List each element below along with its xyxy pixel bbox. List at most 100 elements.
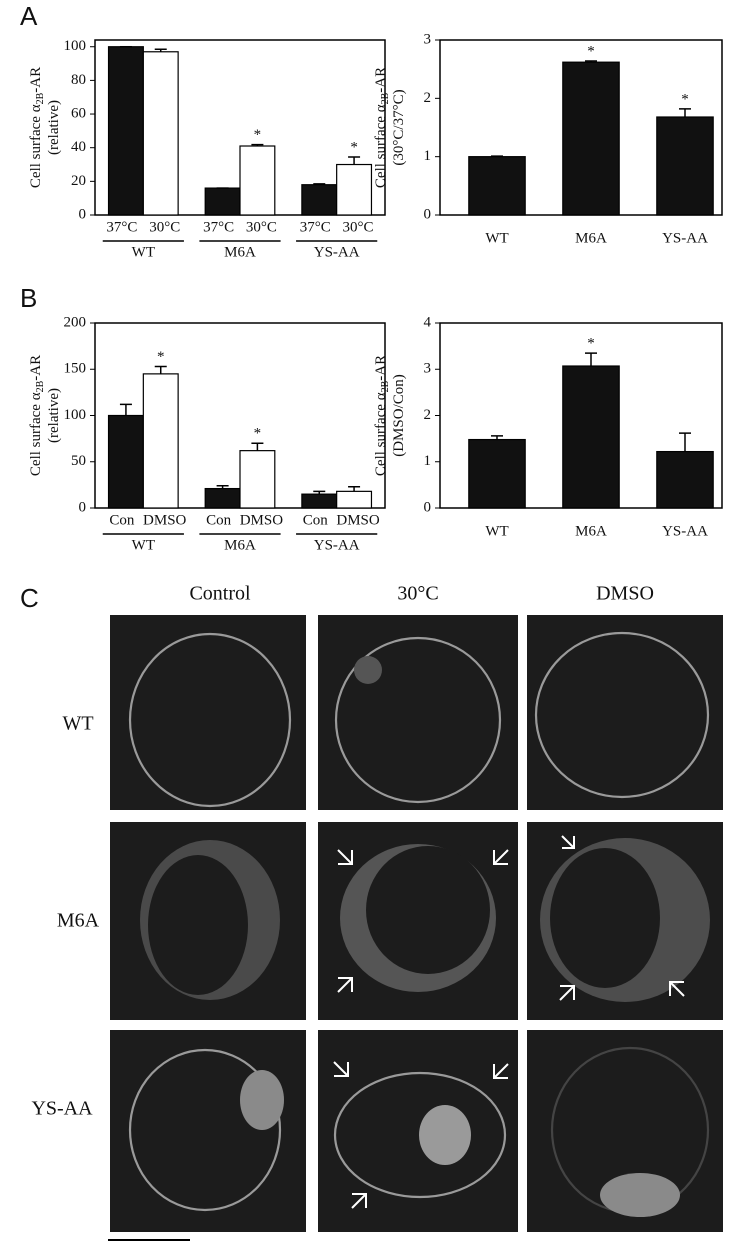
y-tick-label: 3 [424,361,432,377]
y-tick-label: 80 [71,72,86,88]
micrograph [110,615,306,810]
error-bar [679,108,691,117]
row-label: WT [62,713,93,735]
cell-spot [240,1070,284,1130]
y-tick-label: 0 [79,499,87,515]
y-axis-label-part: Cell surface α [28,104,44,188]
y-axis-label: Cell surface α2B-AR [28,355,46,476]
panel-letter: A [20,1,38,31]
y-tick-label: 100 [64,38,87,54]
error-bar [154,48,167,52]
y-axis-label-sub: 2B [35,92,46,104]
error-bar [313,490,326,495]
x-tick-label: M6A [575,523,607,539]
micrographs [110,615,723,1232]
cell-outline [128,632,292,808]
x-tick-label: YS-AA [662,523,708,539]
y-axis-label-sub: 2B [380,92,391,104]
x-tick-label: 37°C [106,219,137,235]
error-bar [585,352,597,367]
error-bar [585,60,597,63]
bar [142,373,179,509]
arrow [333,1061,349,1077]
x-tick-label: WT [485,523,508,539]
cell-nucleus [550,848,660,988]
arrow [561,835,575,849]
row-label: YS-AA [31,1098,93,1120]
y-tick-label: 40 [71,139,86,155]
cell-outline [334,636,502,804]
y-axis-label: (relative) [46,100,62,155]
arrow [493,1063,509,1079]
y-axis-label: (30°C/37°C) [391,89,407,165]
y-axis-label-part: (relative) [46,100,62,155]
error-bar [491,435,503,440]
x-tick-label: DMSO [143,512,187,528]
significance-marker: * [157,349,165,365]
y-axis-label: Cell surface α2B-AR [373,67,391,188]
y-axis-label-part: (30°C/37°C) [391,89,407,165]
y-tick-label: 2 [424,407,432,423]
y-tick-label: 4 [424,314,432,330]
bar [204,187,241,216]
error-bar [679,432,691,452]
y-axis-label-part: Cell surface α [28,392,44,476]
x-tick-label: 37°C [203,219,234,235]
x-tick-label: 30°C [246,219,277,235]
bar [107,414,144,509]
group-label: M6A [224,244,256,260]
group-label: WT [132,244,155,260]
panel-letter: B [20,283,37,313]
row-label: M6A [57,910,100,932]
y-tick-label: 60 [71,105,86,121]
micrograph [527,615,723,810]
x-tick-label: DMSO [336,512,380,528]
y-axis-label-part: -AR [28,67,44,93]
bar [562,365,620,509]
y-axis-label-sub: 2B [380,380,391,392]
y-tick-label: 0 [79,206,87,222]
error-bar [491,155,503,157]
error-bar [348,485,361,492]
x-tick-label: Con [109,512,135,528]
panel-letter: C [20,583,39,613]
x-tick-label: 30°C [343,219,374,235]
y-tick-label: 150 [64,361,87,377]
arrows [333,835,685,1209]
x-tick-label: Con [206,512,232,528]
cell-spot [419,1105,471,1165]
y-axis-label: Cell surface α2B-AR [373,355,391,476]
error-bar [313,183,326,185]
y-tick-label: 0 [424,499,432,515]
significance-marker: * [254,426,262,442]
y-axis-label: (DMSO/Con) [391,374,407,457]
x-tick-label: DMSO [240,512,284,528]
y-axis-label-part: -AR [373,67,389,93]
cell-nucleus [148,855,248,995]
bar [239,145,276,216]
bar [142,51,179,216]
column-header: Control [189,583,251,605]
group-label: YS-AA [314,244,360,260]
error-bar [216,485,229,489]
arrow [669,981,685,997]
y-axis-label-sub: 2B [35,380,46,392]
bar [468,156,526,216]
y-tick-label: 1 [424,148,432,164]
y-tick-label: 0 [424,206,432,222]
group-label: WT [132,537,155,553]
error-bar [251,143,264,147]
y-axis-label: (relative) [46,388,62,443]
arrow [493,849,509,865]
y-tick-label: 50 [71,453,86,469]
error-bar [119,403,132,416]
bar [301,184,338,216]
bar [336,490,373,509]
cell-outline [534,631,710,799]
bar [107,46,144,216]
cell-nucleus [366,846,490,974]
column-header: DMSO [596,583,654,605]
y-tick-label: 100 [64,407,87,423]
y-axis-label-part: (DMSO/Con) [391,374,407,457]
y-tick-label: 1 [424,453,432,469]
